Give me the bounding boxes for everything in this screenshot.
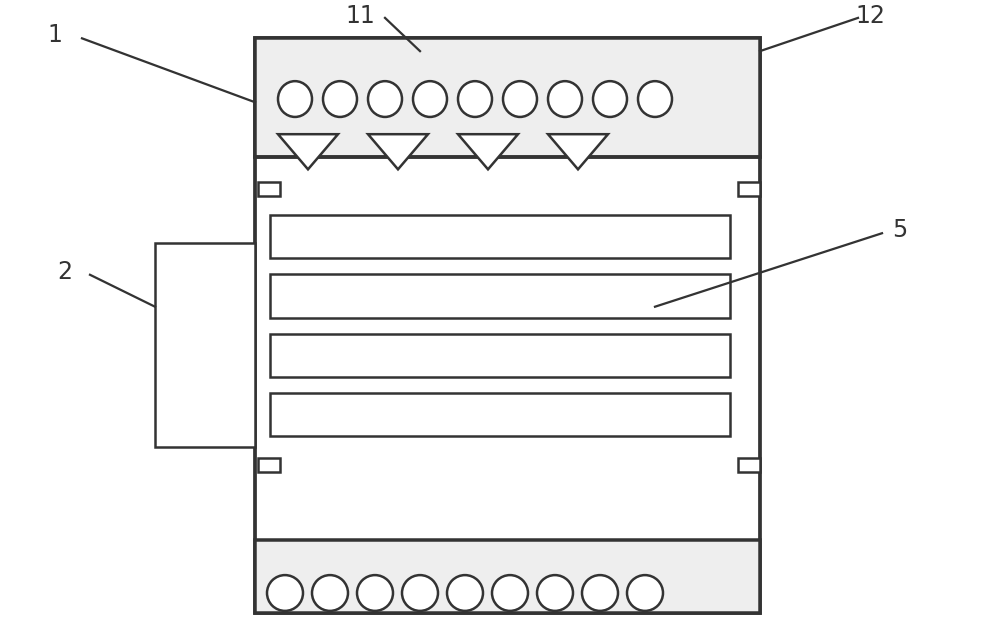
Ellipse shape [537, 575, 573, 611]
Ellipse shape [357, 575, 393, 611]
Polygon shape [548, 134, 608, 169]
Ellipse shape [312, 575, 348, 611]
Ellipse shape [368, 81, 402, 117]
Polygon shape [368, 134, 428, 169]
Bar [738, 182, 760, 196]
Bar [270, 393, 730, 436]
Ellipse shape [638, 81, 672, 117]
Bar [270, 274, 730, 318]
Ellipse shape [413, 81, 447, 117]
Bar [270, 215, 730, 258]
Text: 2: 2 [58, 259, 72, 284]
Polygon shape [278, 134, 338, 169]
Bar [155, 243, 255, 447]
Text: 1: 1 [48, 23, 62, 47]
Ellipse shape [278, 81, 312, 117]
Ellipse shape [627, 575, 663, 611]
Bar [255, 38, 760, 613]
Bar [270, 334, 730, 377]
Ellipse shape [402, 575, 438, 611]
Ellipse shape [447, 575, 483, 611]
Ellipse shape [593, 81, 627, 117]
Bar [255, 38, 760, 157]
Bar [258, 458, 280, 472]
Ellipse shape [548, 81, 582, 117]
Bar [738, 458, 760, 472]
Ellipse shape [458, 81, 492, 117]
Ellipse shape [323, 81, 357, 117]
Polygon shape [458, 134, 518, 169]
Ellipse shape [492, 575, 528, 611]
Ellipse shape [503, 81, 537, 117]
Text: 11: 11 [345, 4, 375, 28]
Text: 5: 5 [892, 218, 908, 242]
Bar [258, 182, 280, 196]
Text: 12: 12 [855, 4, 885, 28]
Ellipse shape [582, 575, 618, 611]
Ellipse shape [267, 575, 303, 611]
Bar [255, 540, 760, 613]
